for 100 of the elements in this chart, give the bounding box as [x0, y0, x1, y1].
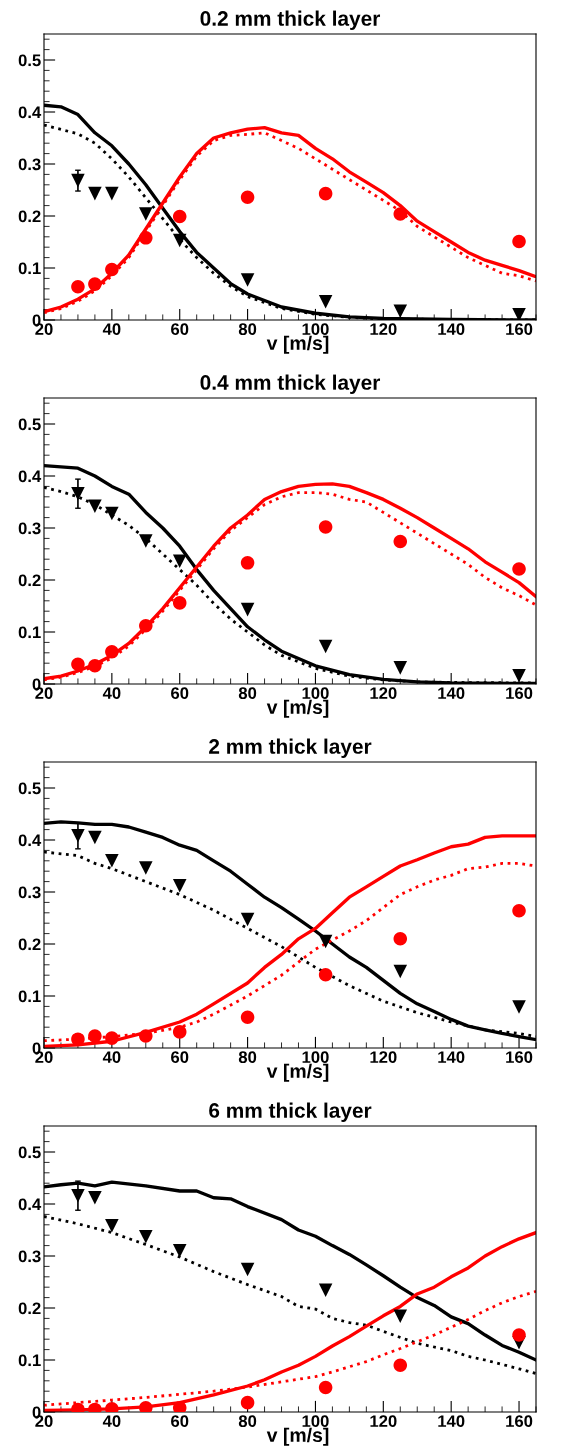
x-tick-label: 160 — [506, 687, 533, 700]
y-tick-label: 0.3 — [18, 886, 41, 899]
y-tick-label: 0.2 — [18, 210, 41, 223]
x-tick-label: 60 — [171, 1415, 189, 1428]
point — [172, 1401, 187, 1412]
y-tick-label: 0.3 — [18, 158, 41, 171]
x-tick-label: 100 — [302, 1051, 329, 1064]
chart-title: 0.4 mm thick layer — [200, 374, 381, 394]
point — [318, 934, 333, 949]
point — [71, 657, 85, 672]
point — [172, 878, 187, 893]
point — [512, 308, 526, 320]
point — [318, 967, 333, 982]
chart-title: 2 mm thick layer — [209, 738, 372, 758]
x-tick-label: 100 — [302, 323, 329, 336]
x-axis-title: v [m/s] — [266, 699, 329, 718]
point — [172, 596, 187, 610]
x-tick-label: 80 — [238, 323, 257, 336]
point — [71, 1032, 85, 1046]
point — [88, 659, 102, 673]
point — [105, 1219, 119, 1233]
x-tick-label: 60 — [171, 1051, 189, 1064]
y-tick-label: 0.5 — [18, 418, 41, 431]
point — [105, 186, 119, 201]
point — [172, 554, 187, 569]
y-tick-label: 0.4 — [18, 470, 42, 483]
point — [393, 932, 408, 946]
point — [318, 1380, 333, 1395]
chart-title: 0.2 mm thick layer — [200, 10, 381, 30]
point — [139, 207, 153, 221]
point — [240, 190, 255, 205]
point — [512, 234, 526, 249]
point — [139, 1229, 153, 1244]
point — [318, 1283, 333, 1298]
point — [139, 1029, 153, 1043]
x-tick-label: 160 — [506, 1415, 533, 1428]
point — [512, 903, 526, 918]
point — [88, 1190, 102, 1205]
point — [139, 534, 153, 548]
x-tick-label: 140 — [438, 1051, 465, 1064]
point — [172, 233, 187, 248]
point — [512, 1000, 526, 1014]
y-tick-label: 0.4 — [18, 834, 42, 847]
x-tick-label: 100 — [302, 687, 329, 700]
x-tick-label: 120 — [370, 687, 397, 700]
y-tick-label: 0.5 — [18, 1146, 41, 1159]
point — [88, 186, 102, 201]
x-tick-label: 160 — [506, 1051, 533, 1064]
point — [393, 304, 408, 318]
x-tick-label: 120 — [370, 1051, 397, 1064]
point — [318, 520, 333, 534]
point — [88, 830, 102, 845]
point — [393, 1358, 408, 1372]
point — [393, 1309, 408, 1324]
x-tick-label: 140 — [438, 687, 465, 700]
x-axis-title: v [m/s] — [266, 335, 329, 354]
point — [393, 207, 408, 221]
point — [105, 262, 119, 277]
point — [318, 295, 333, 309]
point — [318, 639, 333, 654]
x-tick-label: 140 — [438, 323, 465, 336]
point — [139, 861, 153, 875]
point — [512, 668, 526, 683]
point — [105, 854, 119, 868]
point — [240, 1262, 255, 1277]
point — [139, 231, 153, 245]
chart-title: 6 mm thick layer — [209, 1102, 372, 1122]
point — [139, 1401, 153, 1412]
y-tick-label: 0.1 — [18, 1354, 41, 1367]
y-tick-label: 0.3 — [18, 1250, 41, 1263]
y-tick-label: 0.5 — [18, 54, 41, 67]
point — [240, 1010, 255, 1025]
point — [240, 556, 255, 570]
x-tick-label: 100 — [302, 1415, 329, 1428]
x-tick-label: 80 — [238, 1051, 257, 1064]
point — [393, 964, 408, 979]
y-tick-label: 0.1 — [18, 262, 41, 275]
point — [105, 644, 119, 659]
point — [88, 277, 102, 291]
x-tick-label: 60 — [171, 323, 189, 336]
point — [88, 499, 102, 513]
point — [240, 912, 255, 927]
point — [240, 1395, 255, 1410]
x-tick-label: 40 — [102, 1051, 121, 1064]
point — [88, 1029, 102, 1043]
x-axis-title: v [m/s] — [266, 1427, 329, 1446]
x-tick-label: 40 — [102, 323, 121, 336]
x-tick-label: 120 — [370, 1415, 397, 1428]
x-tick-label: 120 — [370, 323, 397, 336]
point — [71, 279, 85, 294]
y-tick-label: 0.2 — [18, 938, 41, 951]
point — [139, 618, 153, 633]
x-tick-label: 40 — [102, 1415, 121, 1428]
point — [172, 209, 187, 224]
point — [393, 661, 408, 675]
x-tick-label: 80 — [238, 1415, 257, 1428]
y-tick-label: 0.4 — [18, 1198, 42, 1211]
x-tick-label: 60 — [171, 687, 189, 700]
x-tick-label: 40 — [102, 687, 121, 700]
y-tick-label: 0.1 — [18, 990, 41, 1003]
